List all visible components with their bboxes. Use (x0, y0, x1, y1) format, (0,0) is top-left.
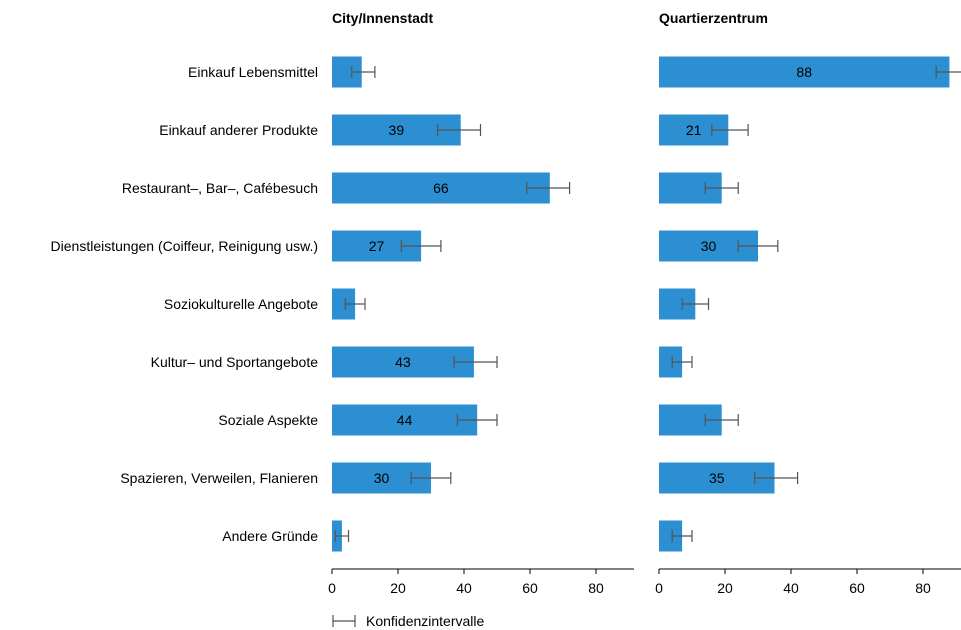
x-tick-label: 20 (390, 580, 406, 596)
x-tick-label: 60 (849, 580, 865, 596)
category-label: Restaurant–, Bar–, Cafébesuch (122, 180, 318, 196)
category-label: Andere Gründe (222, 528, 318, 544)
x-tick-label: 80 (588, 580, 604, 596)
bar (332, 172, 550, 204)
data-label: 30 (701, 238, 717, 254)
category-label: Spazieren, Verweilen, Flanieren (120, 470, 318, 486)
data-label: 44 (397, 412, 413, 428)
bar (332, 288, 356, 320)
bar (659, 520, 683, 552)
x-tick-label: 60 (522, 580, 538, 596)
x-tick-label: 80 (915, 580, 931, 596)
category-label: Soziale Aspekte (218, 412, 318, 428)
data-label: 21 (686, 122, 702, 138)
data-label: 39 (389, 122, 405, 138)
x-tick-label: 0 (655, 580, 663, 596)
data-label: 43 (395, 354, 411, 370)
x-tick-label: 40 (456, 580, 472, 596)
category-label: Einkauf Lebensmittel (188, 64, 318, 80)
category-label: Dienstleistungen (Coiffeur, Reinigung us… (51, 238, 318, 254)
data-label: 27 (369, 238, 385, 254)
x-tick-label: 40 (783, 580, 799, 596)
bar (332, 404, 478, 436)
panel-title: City/Innenstadt (332, 10, 433, 26)
category-label: Einkauf anderer Produkte (159, 122, 318, 138)
bar (659, 56, 950, 88)
x-tick-label: 20 (717, 580, 733, 596)
x-tick-label: 0 (328, 580, 336, 596)
legend-label: Konfidenzintervalle (366, 613, 485, 629)
bar (332, 346, 474, 378)
category-label: Soziokulturelle Angebote (164, 296, 318, 312)
bar (659, 346, 683, 378)
category-label: Kultur– und Sportangebote (151, 354, 319, 370)
data-label: 30 (374, 470, 390, 486)
data-label: 88 (796, 64, 812, 80)
data-label: 66 (433, 180, 449, 196)
panel-title: Quartierzentrum (659, 10, 768, 26)
data-label: 35 (709, 470, 725, 486)
